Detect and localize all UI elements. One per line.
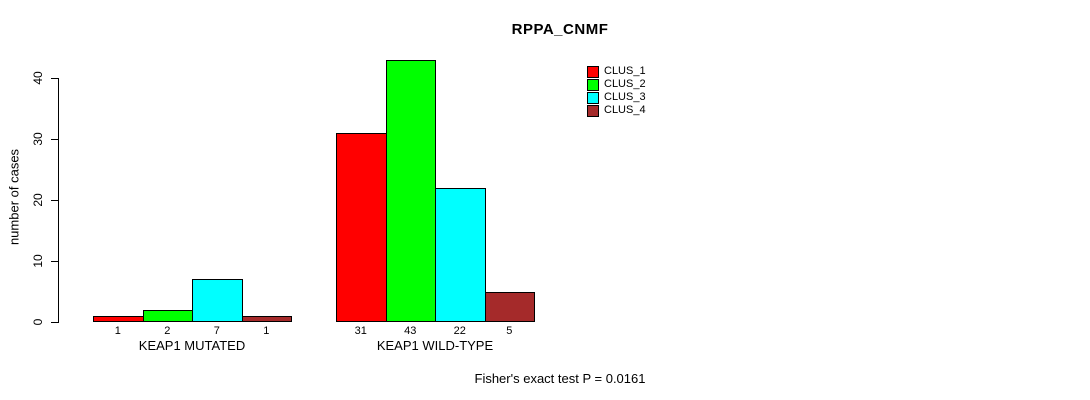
bar-clus_2-1: [142, 309, 193, 322]
y-tick-label: 0: [31, 318, 45, 326]
legend-swatch-clus_1: [587, 65, 599, 78]
legend-row: CLUS_2: [587, 78, 646, 91]
y-tick-label: 10: [31, 254, 45, 268]
fisher-test-annotation: Fisher's exact test P = 0.0161: [474, 371, 646, 386]
y-axis-label: number of cases: [6, 148, 22, 246]
category-label: KEAP1 MUTATED: [138, 338, 246, 353]
legend-label: CLUS_3: [604, 91, 646, 103]
bar-clus_1-2: [336, 132, 387, 322]
bar-clus_4-2: [484, 291, 535, 322]
bar-value-label: 1: [263, 325, 270, 337]
legend-row: CLUS_3: [587, 91, 646, 104]
legend-swatch-clus_3: [587, 91, 599, 104]
bar-value-label: 1: [114, 325, 121, 337]
bar-clus_3-1: [192, 279, 243, 322]
chart-title: RPPA_CNMF: [511, 21, 609, 38]
bar-value-label: 7: [213, 325, 220, 337]
bar-clus_2-2: [385, 59, 436, 322]
legend-row: CLUS_4: [587, 104, 646, 117]
bar-value-label: 31: [354, 325, 367, 337]
bar-clus_3-2: [435, 187, 486, 322]
legend-label: CLUS_1: [604, 65, 646, 77]
y-tick-mark: [51, 200, 58, 201]
legend-row: CLUS_1: [587, 65, 646, 78]
bar-value-label: 2: [164, 325, 171, 337]
y-tick-label: 20: [31, 193, 45, 207]
bar-value-label: 5: [506, 325, 513, 337]
y-tick-mark: [51, 139, 58, 140]
y-tick-mark: [51, 78, 58, 79]
category-label: KEAP1 WILD-TYPE: [376, 338, 494, 353]
legend-swatch-clus_4: [587, 104, 599, 117]
y-tick-label: 30: [31, 132, 45, 146]
y-tick-mark: [51, 322, 58, 323]
y-tick-label: 40: [31, 71, 45, 85]
legend-label: CLUS_4: [604, 104, 646, 116]
legend: CLUS_1 CLUS_2 CLUS_3 CLUS_4: [587, 65, 646, 117]
bar-value-label: 43: [404, 325, 417, 337]
bar-clus_4-1: [241, 315, 292, 322]
legend-swatch-clus_2: [587, 78, 599, 91]
y-tick-mark: [51, 261, 58, 262]
y-axis-line: [58, 78, 59, 323]
bar-clus_1-1: [93, 315, 144, 322]
bar-value-label: 22: [453, 325, 466, 337]
legend-label: CLUS_2: [604, 78, 646, 90]
